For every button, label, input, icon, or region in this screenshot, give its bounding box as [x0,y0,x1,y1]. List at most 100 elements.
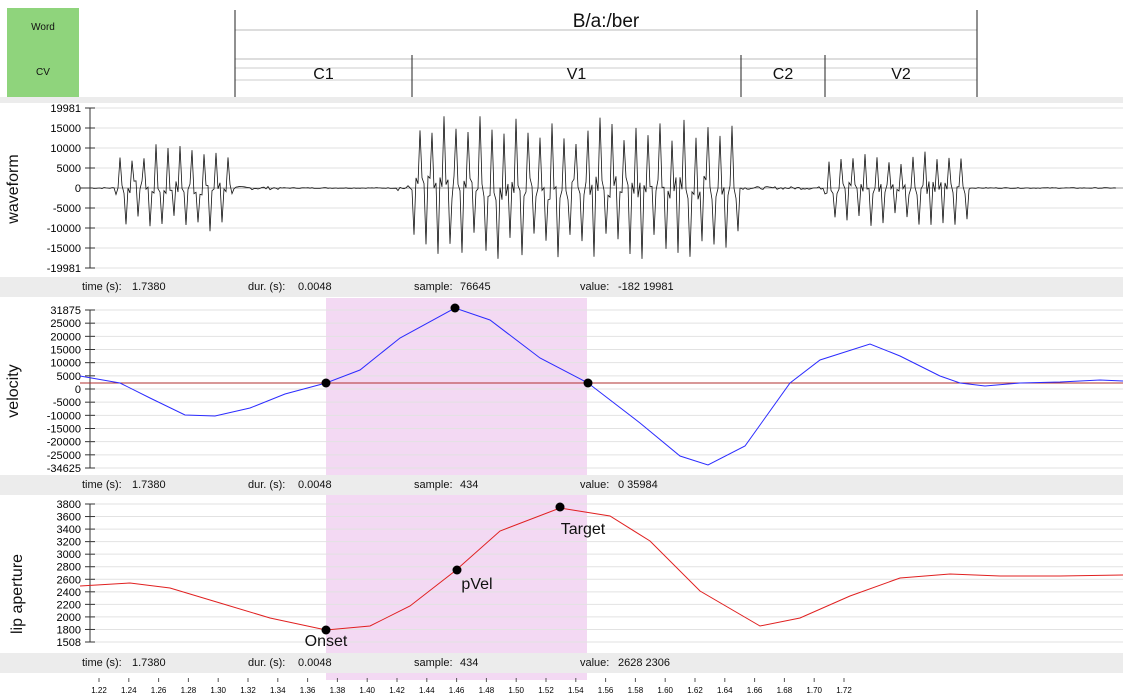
info-value-label: value: [580,281,610,293]
velocity-tick-label: 15000 [50,345,81,357]
info-time-label: time (s): [82,281,122,293]
aperture-marker [555,502,565,512]
info-sample-label: sample: [414,281,453,293]
info-dur-value: 0.0048 [298,657,332,669]
velocity-trace [79,307,1123,466]
waveform-info-bar: time (s): 1.7380 dur. (s): 0.0048 sample… [0,277,1123,297]
aperture-tick-label: 3200 [57,537,81,549]
info-time-label: time (s): [82,657,122,669]
aperture-tick-label: 1800 [57,624,81,636]
waveform-tick-label: 5000 [57,163,81,175]
aperture-tick-label: 3400 [57,524,81,536]
velocity-tick-label: -25000 [47,450,81,462]
time-axis-tick-label: 1.70 [806,686,822,695]
waveform-tick-label: -19981 [47,263,81,275]
waveform-tick-label: 0 [75,183,81,195]
time-axis-tick-label: 1.64 [717,686,733,695]
tier-lines [234,10,978,97]
cv-segment-v2[interactable]: V2 [891,66,911,83]
info-dur-label: dur. (s): [248,479,286,491]
aperture-tick-label: 3000 [57,549,81,561]
cv-segment-v1[interactable]: V1 [566,66,587,83]
info-value-label: value: [580,657,610,669]
info-value-value: 2628 2306 [618,657,670,669]
info-sample-label: sample: [414,479,453,491]
velocity-tick-label: -5000 [53,397,81,409]
time-axis-tick-label: 1.38 [330,686,346,695]
velocity-tick-label: 5000 [57,371,81,383]
annotation-pvel: pVel [461,576,493,593]
aperture-tick-label: 1508 [57,637,81,649]
cv-segment-c1[interactable]: C1 [313,66,334,83]
waveform-trace [80,116,1117,259]
velocity-tick-label: 20000 [50,331,81,343]
aperture-tick-label: 3800 [57,499,81,511]
time-axis-tick-label: 1.32 [240,686,256,695]
time-axis-tick-label: 1.26 [151,686,167,695]
time-axis-tick-label: 1.60 [657,686,673,695]
info-sample-label: sample: [414,657,453,669]
info-dur-label: dur. (s): [248,657,286,669]
time-axis-tick-label: 1.42 [389,686,405,695]
time-axis-tick-label: 1.50 [508,686,524,695]
waveform-tick-label: 15000 [50,123,81,135]
velocity-tick-label: -15000 [47,424,81,436]
time-axis-tick-label: 1.72 [836,686,852,695]
cv-segment-c2[interactable]: C2 [772,66,794,83]
waveform-tick-label: -5000 [53,203,81,215]
info-value-value: 0 35984 [618,479,658,491]
time-axis-tick-label: 1.68 [777,686,793,695]
aperture-tick-label: 2200 [57,599,81,611]
aperture-tick-label: 2800 [57,562,81,574]
info-time-value: 1.7380 [132,657,166,669]
aperture-info-bar: time (s): 1.7380 dur. (s): 0.0048 sample… [0,653,1123,673]
info-sample-value: 434 [460,657,479,669]
time-axis-tick-label: 1.40 [359,686,375,695]
aperture-tick-label: 3600 [57,512,81,524]
info-time-value: 1.7380 [132,479,166,491]
info-dur-value: 0.0048 [298,479,332,491]
time-axis-tick-label: 1.44 [419,686,435,695]
velocity-tick-label: -10000 [47,410,81,422]
time-axis-tick-label: 1.48 [479,686,495,695]
time-axis-tick-label: 1.28 [181,686,197,695]
info-value-label: value: [580,479,610,491]
waveform-tick-label: -10000 [47,223,81,235]
velocity-info-bar: time (s): 1.7380 dur. (s): 0.0048 sample… [0,475,1123,495]
velocity-tick-label: 0 [75,384,81,396]
time-axis-tick-label: 1.46 [449,686,465,695]
time-axis-tick-label: 1.36 [300,686,316,695]
time-axis-tick-label: 1.52 [538,686,554,695]
word-segment[interactable]: B/a:/ber [572,11,640,32]
cv-tier-label[interactable]: CV [7,48,79,98]
time-axis: 1.22 1.24 1.26 1.28 1.30 1.32 1.34 1.36 1.38 1.40… [91,678,852,695]
time-axis-tick-label: 1.66 [747,686,763,695]
time-axis-tick-label: 1.56 [598,686,614,695]
velocity-marker [321,378,331,388]
info-value-value: -182 19981 [618,281,674,293]
aperture-plot[interactable]: 3800360034003200300028002600240022002000… [0,496,1123,656]
velocity-tick-label: 25000 [50,318,81,330]
info-dur-label: dur. (s): [248,281,286,293]
time-axis-tick-label: 1.54 [568,686,584,695]
waveform-tick-label: -15000 [47,243,81,255]
waveform-tick-label: 10000 [50,143,81,155]
time-axis-tick-label: 1.30 [210,686,226,695]
velocity-tick-label: 31875 [50,305,81,317]
info-time-value: 1.7380 [132,281,166,293]
aperture-tick-label: 2000 [57,612,81,624]
aperture-tick-label: 2400 [57,587,81,599]
velocity-marker [450,303,460,313]
info-sample-value: 76645 [460,281,491,293]
velocity-tick-label: -34625 [47,463,81,475]
velocity-tick-label: -20000 [47,437,81,449]
waveform-plot[interactable]: 19981 15000 10000 5000 0 -5000 -10000 -15000 -19… [0,100,1123,278]
info-dur-value: 0.0048 [298,281,332,293]
tier-background [0,97,1123,103]
aperture-trace [79,507,1123,631]
time-axis-tick-label: 1.22 [91,686,107,695]
time-axis-tick-label: 1.34 [270,686,286,695]
velocity-tick-label: 10000 [50,358,81,370]
word-tier-label[interactable]: Word [7,8,79,48]
